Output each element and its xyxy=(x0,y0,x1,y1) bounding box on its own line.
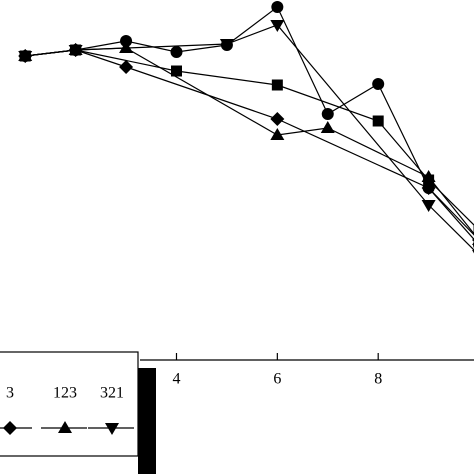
marker xyxy=(270,20,285,32)
marker xyxy=(372,115,384,127)
legend-label: 321 xyxy=(100,385,124,402)
marker xyxy=(271,79,283,91)
marker xyxy=(119,41,134,53)
series-line xyxy=(25,6,474,241)
marker xyxy=(58,421,72,433)
marker xyxy=(3,421,17,435)
marker xyxy=(68,45,83,57)
legend-label: 3 xyxy=(6,385,14,402)
marker xyxy=(270,112,285,126)
x-tick-label: 4 xyxy=(172,371,180,388)
marker xyxy=(421,200,436,212)
series-line xyxy=(25,24,474,251)
marker xyxy=(270,128,285,140)
marker xyxy=(18,51,33,63)
plot-area xyxy=(18,1,474,254)
legend xyxy=(0,351,139,457)
marker xyxy=(119,60,134,74)
marker xyxy=(105,423,119,435)
marker xyxy=(170,46,183,58)
marker xyxy=(170,65,182,77)
marker xyxy=(372,78,385,90)
marker xyxy=(421,181,436,195)
x-tick-label: 8 xyxy=(374,371,382,388)
series-line xyxy=(25,49,474,236)
legend-label: 123 xyxy=(53,385,77,402)
marker xyxy=(321,108,334,120)
marker xyxy=(320,121,335,133)
legend-entries: 3 123 321 xyxy=(0,385,134,435)
series-line xyxy=(25,49,474,226)
x-tick-label: 6 xyxy=(273,371,281,388)
legend-shadow xyxy=(138,368,156,474)
marker xyxy=(421,170,436,182)
marker xyxy=(271,1,284,13)
marker xyxy=(219,39,234,51)
